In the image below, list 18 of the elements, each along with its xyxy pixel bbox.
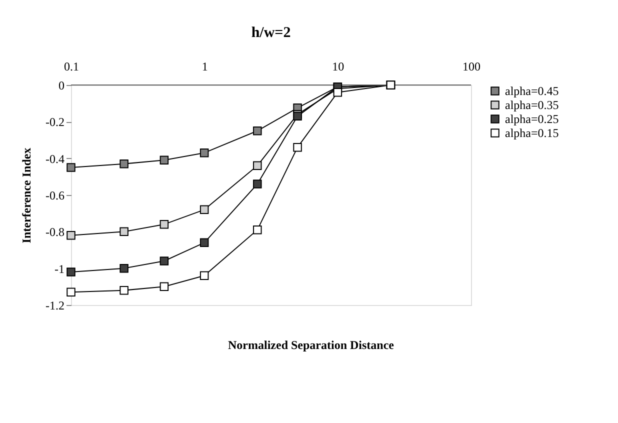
y-tick-label: -0.6 bbox=[46, 188, 64, 202]
y-tick-label: 0 bbox=[58, 78, 64, 92]
x-axis-title: Normalized Separation Distance bbox=[228, 338, 395, 352]
y-axis-title: Interference Index bbox=[20, 148, 34, 244]
y-tick-label: -1 bbox=[54, 262, 64, 276]
legend-label: alpha=0.45 bbox=[505, 84, 559, 98]
x-tick-label: 1 bbox=[202, 60, 208, 74]
x-tick-label: 100 bbox=[462, 60, 480, 74]
legend-label: alpha=0.25 bbox=[505, 112, 559, 126]
y-tick-label: -0.2 bbox=[46, 115, 64, 130]
chart-title: h/w=2 bbox=[251, 25, 291, 41]
y-tick-label: -1.2 bbox=[46, 298, 64, 312]
x-tick-label: 10 bbox=[332, 60, 344, 74]
y-tick-label: -0.8 bbox=[46, 225, 64, 240]
y-tick-label: -0.4 bbox=[46, 152, 64, 166]
legend-label: alpha=0.35 bbox=[505, 98, 559, 112]
legend-label: alpha=0.15 bbox=[505, 126, 559, 140]
x-tick-label: 0.1 bbox=[64, 60, 79, 74]
